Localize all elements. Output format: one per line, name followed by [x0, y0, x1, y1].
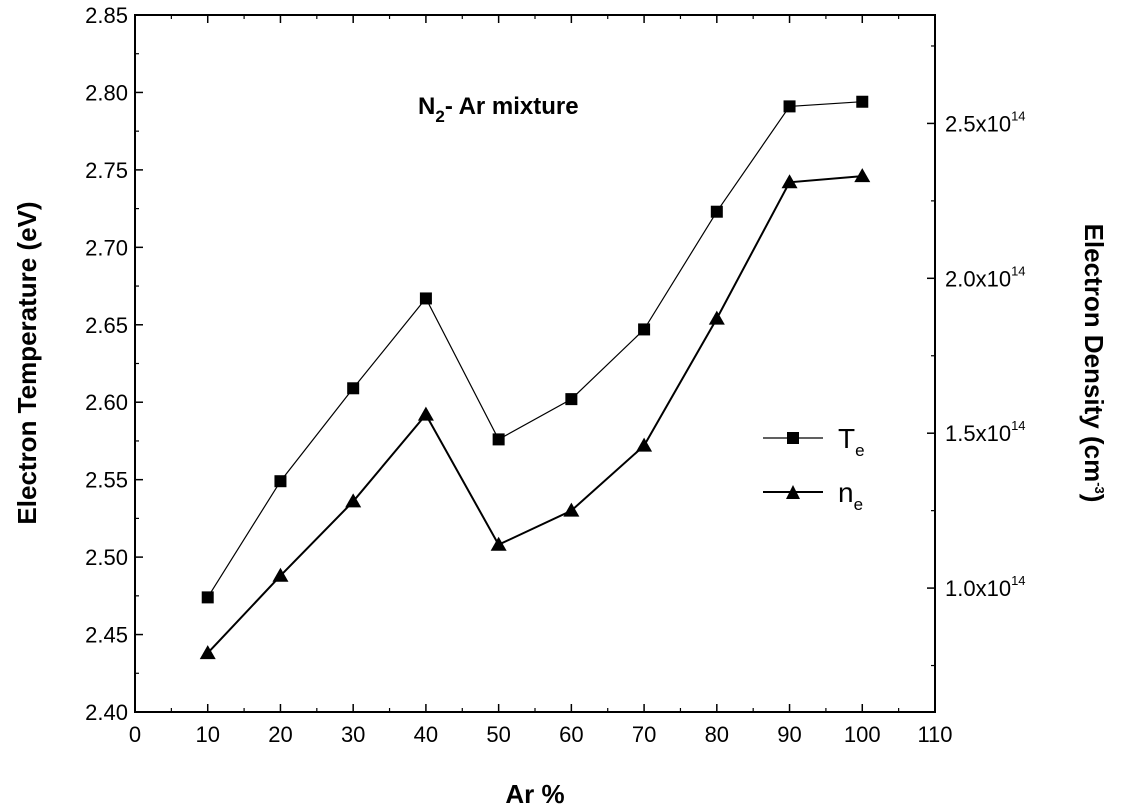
x-tick-label: 50 — [486, 722, 510, 747]
y-left-tick-label: 2.40 — [85, 700, 128, 725]
data-point-square — [856, 95, 869, 108]
data-point-triangle — [781, 174, 798, 189]
x-tick-label: 20 — [268, 722, 292, 747]
y-left-tick-label: 2.70 — [85, 235, 128, 260]
x-axis-title: Ar % — [505, 779, 564, 809]
data-point-triangle — [854, 168, 871, 183]
y-right-tick-label: 1.0x1014 — [945, 573, 1026, 601]
data-point-triangle — [490, 536, 507, 551]
legend: Te ne — [763, 423, 865, 514]
y-right-tick-label: 1.5x1014 — [945, 418, 1026, 446]
data-point-triangle — [417, 406, 434, 421]
data-point-square — [201, 591, 214, 604]
x-tick-labels: 0 10 20 30 40 50 60 70 80 90 100 110 — [129, 722, 953, 747]
data-point-triangle — [636, 437, 653, 452]
x-tick-label: 60 — [559, 722, 583, 747]
legend-triangle-marker — [786, 485, 800, 499]
axis-ticks — [134, 14, 936, 713]
data-point-triangle — [708, 310, 725, 325]
series-line-ne — [206, 175, 863, 654]
y-left-tick-label: 2.85 — [85, 3, 128, 28]
y-left-tick-label: 2.50 — [85, 545, 128, 570]
y-left-tick-label: 2.75 — [85, 158, 128, 183]
y-right-tick-labels: 1.0x1014 1.5x1014 2.0x1014 2.5x1014 — [945, 108, 1026, 601]
svg-text:ne: ne — [838, 477, 863, 514]
x-tick-label: 0 — [129, 722, 141, 747]
x-tick-label: 110 — [917, 722, 952, 747]
legend-item-te: Te — [763, 423, 865, 460]
data-point-triangle — [272, 567, 289, 582]
data-point-square — [638, 323, 651, 336]
y-left-tick-label: 2.45 — [85, 623, 128, 648]
y-left-tick-label: 2.65 — [85, 313, 128, 338]
x-tick-label: 10 — [195, 722, 219, 747]
x-tick-label: 80 — [705, 722, 729, 747]
x-tick-label: 30 — [341, 722, 365, 747]
y-left-tick-label: 2.55 — [85, 468, 128, 493]
series-line-Te — [207, 101, 863, 598]
y-right-tick-label: 2.0x1014 — [945, 263, 1026, 291]
x-tick-label: 70 — [632, 722, 656, 747]
x-tick-label: 90 — [777, 722, 801, 747]
svg-text:Te: Te — [838, 423, 865, 460]
data-point-triangle — [345, 493, 362, 508]
data-point-square — [347, 382, 360, 395]
data-point-triangle — [563, 502, 580, 517]
data-point-triangle — [199, 645, 216, 660]
data-point-square — [565, 393, 578, 406]
chart-annotation: N2- Ar mixture — [418, 93, 579, 126]
data-point-square — [783, 100, 796, 113]
x-tick-label: 40 — [414, 722, 438, 747]
y-left-tick-label: 2.80 — [85, 80, 128, 105]
data-point-square — [710, 205, 723, 218]
legend-square-marker — [787, 432, 799, 444]
y-left-axis-title: Electron Temperature (eV) — [12, 201, 42, 524]
x-tick-label: 100 — [844, 722, 881, 747]
legend-item-ne: ne — [763, 477, 863, 514]
data-point-square — [419, 292, 432, 305]
y-right-tick-label: 2.5x1014 — [945, 108, 1026, 136]
data-point-square — [274, 475, 287, 488]
y-right-axis-title: Electron Density (cm-3) — [1079, 224, 1109, 503]
y-left-tick-label: 2.60 — [85, 390, 128, 415]
data-point-square — [492, 433, 505, 446]
series-layer — [199, 95, 871, 660]
y-left-tick-labels: 2.40 2.45 2.50 2.55 2.60 2.65 2.70 2.75 2.80 2.85 — [85, 3, 128, 725]
